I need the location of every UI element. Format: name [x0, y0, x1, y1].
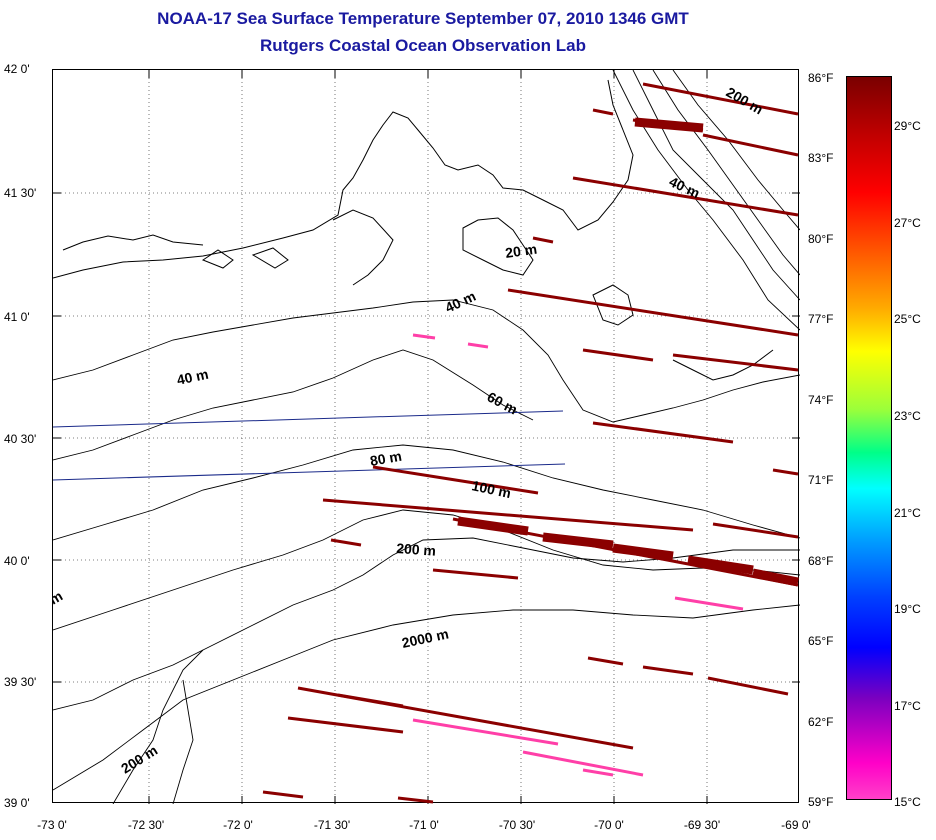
sst-map: 200 m 40 m 20 m 40 m 40 m 60 m 80 m 100 …: [52, 69, 800, 804]
lon-tick-69-30: -69 30': [683, 818, 721, 832]
cbar-c-23: 23°C: [894, 409, 921, 423]
cbar-c-29: 29°C: [894, 119, 921, 133]
temperature-colorbar: [846, 76, 892, 800]
lon-tick-72-30: -72 30': [127, 818, 165, 832]
cbar-f-74: 74°F: [808, 393, 834, 407]
depth-label-m-edge: m: [53, 588, 65, 608]
cbar-c-25: 25°C: [894, 312, 921, 326]
depth-label-40m-west: 40 m: [175, 366, 210, 388]
cbar-c-27: 27°C: [894, 216, 921, 230]
depth-label-40m-center: 40 m: [443, 288, 479, 316]
sst-warm-thick: [457, 117, 799, 587]
lon-tick-69: -69 0': [781, 818, 811, 832]
lat-tick-42: 42 0': [4, 62, 30, 76]
title-line-1: NOAA-17 Sea Surface Temperature Septembe…: [157, 9, 689, 28]
lat-tick-39-30: 39 30': [4, 675, 37, 689]
title-line-2: Rutgers Coastal Ocean Observation Lab: [260, 36, 586, 55]
lat-tick-40-30: 40 30': [4, 432, 37, 446]
cbar-c-21: 21°C: [894, 506, 921, 520]
map-canvas: 200 m 40 m 20 m 40 m 40 m 60 m 80 m 100 …: [53, 70, 800, 804]
cbar-f-71: 71°F: [808, 473, 834, 487]
depth-label-2000m: 2000 m: [400, 625, 450, 651]
lat-tick-39: 39 0': [4, 796, 30, 810]
satellite-tracks: [53, 410, 566, 481]
lon-tick-70: -70 0': [594, 818, 624, 832]
cbar-f-62: 62°F: [808, 715, 834, 729]
lon-tick-70-30: -70 30': [498, 818, 536, 832]
cbar-f-80: 80°F: [808, 232, 834, 246]
lon-tick-72: -72 0': [223, 818, 253, 832]
tick-marks: [53, 70, 800, 804]
sst-cool-swaths: [412, 333, 744, 777]
lat-tick-41-30: 41 30': [4, 186, 37, 200]
cbar-f-77: 77°F: [808, 312, 834, 326]
depth-label-80m: 80 m: [369, 448, 403, 469]
depth-labels: 200 m 40 m 20 m 40 m 40 m 60 m 80 m 100 …: [53, 84, 766, 777]
depth-label-100m: 100 m: [470, 477, 512, 501]
cbar-f-86: 86°F: [808, 71, 834, 85]
bathymetry-contours: [53, 70, 800, 804]
cbar-f-65: 65°F: [808, 634, 834, 648]
cbar-f-59: 59°F: [808, 795, 834, 809]
cbar-f-68: 68°F: [808, 554, 834, 568]
cbar-c-19: 19°C: [894, 602, 921, 616]
lon-tick-73: -73 0': [37, 818, 67, 832]
depth-label-200m-ne: 200 m: [724, 84, 766, 118]
depth-label-20m: 20 m: [504, 241, 538, 261]
depth-label-200m-center: 200 m: [396, 540, 437, 559]
cbar-c-17: 17°C: [894, 699, 921, 713]
cbar-c-15: 15°C: [894, 795, 921, 809]
lon-tick-71: -71 0': [409, 818, 439, 832]
coastline: [53, 79, 774, 381]
lat-tick-40: 40 0': [4, 554, 30, 568]
lon-tick-71-30: -71 30': [313, 818, 351, 832]
sst-warm-swaths: [262, 82, 799, 804]
cbar-f-83: 83°F: [808, 151, 834, 165]
lat-tick-41: 41 0': [4, 310, 30, 324]
depth-label-200m-sw: 200 m: [118, 742, 160, 777]
